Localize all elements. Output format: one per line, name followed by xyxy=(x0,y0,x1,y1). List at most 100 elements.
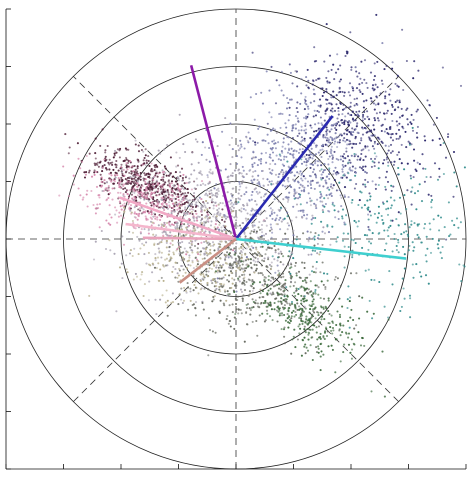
data-point xyxy=(248,273,251,276)
data-point xyxy=(163,148,166,151)
data-point xyxy=(129,189,132,192)
data-point xyxy=(415,110,418,113)
data-point xyxy=(463,166,466,169)
data-point xyxy=(152,215,155,218)
data-point xyxy=(292,257,295,260)
data-point xyxy=(215,219,218,222)
data-point xyxy=(94,137,97,140)
data-point xyxy=(384,188,387,191)
data-point xyxy=(346,143,349,146)
data-point xyxy=(251,190,254,193)
data-point xyxy=(371,160,374,163)
data-point xyxy=(113,152,116,155)
data-point xyxy=(245,191,248,194)
data-point xyxy=(222,224,225,227)
data-point xyxy=(397,251,400,254)
data-point xyxy=(117,196,120,199)
data-point xyxy=(245,186,248,189)
data-point xyxy=(402,245,405,248)
data-point xyxy=(137,184,140,187)
data-point xyxy=(113,154,116,157)
data-point xyxy=(119,180,122,183)
data-point xyxy=(210,192,213,195)
data-point xyxy=(353,104,356,107)
data-point xyxy=(249,257,252,261)
data-point xyxy=(303,325,306,328)
data-point xyxy=(331,107,334,110)
data-point xyxy=(405,108,408,112)
data-point xyxy=(323,169,326,172)
data-point xyxy=(339,360,342,363)
data-point xyxy=(411,129,415,132)
data-point xyxy=(341,168,344,171)
data-point xyxy=(147,229,150,232)
data-point xyxy=(119,202,122,205)
data-point xyxy=(190,188,193,191)
data-point xyxy=(255,190,258,193)
data-point xyxy=(282,141,285,144)
data-point xyxy=(251,289,254,292)
data-point xyxy=(374,83,377,86)
data-point xyxy=(305,103,308,106)
data-point xyxy=(315,176,318,179)
data-point xyxy=(235,200,238,203)
data-point xyxy=(459,84,463,87)
data-point xyxy=(226,251,229,254)
data-point xyxy=(215,182,218,186)
data-point xyxy=(206,217,209,221)
data-point xyxy=(169,172,172,175)
data-point xyxy=(325,149,328,153)
data-point xyxy=(117,181,120,185)
data-point xyxy=(177,198,180,202)
data-point xyxy=(235,290,238,293)
data-point xyxy=(188,199,191,202)
data-point xyxy=(169,173,172,177)
data-point xyxy=(386,109,389,112)
data-point xyxy=(235,284,238,287)
data-point xyxy=(305,299,309,302)
data-point xyxy=(214,194,217,197)
data-point xyxy=(246,257,249,260)
data-point xyxy=(321,243,324,246)
data-point xyxy=(222,213,225,217)
data-point xyxy=(161,294,164,297)
data-point xyxy=(268,180,271,183)
data-point xyxy=(95,170,98,173)
data-point xyxy=(377,167,380,170)
data-point xyxy=(355,70,358,73)
data-point xyxy=(219,264,222,267)
data-point xyxy=(105,181,109,184)
data-point xyxy=(270,247,273,250)
data-point xyxy=(269,223,272,226)
data-point xyxy=(206,174,209,177)
data-point xyxy=(219,212,222,215)
data-point xyxy=(285,107,289,110)
data-point xyxy=(122,168,125,171)
data-point xyxy=(259,272,262,275)
data-point xyxy=(213,187,216,190)
data-point xyxy=(197,292,200,295)
data-point xyxy=(276,259,279,262)
data-point xyxy=(431,139,434,142)
data-point xyxy=(295,165,298,168)
data-point xyxy=(147,184,150,188)
data-point xyxy=(405,208,408,211)
data-point xyxy=(347,172,350,175)
data-point xyxy=(347,232,350,235)
data-point xyxy=(300,319,303,322)
data-point xyxy=(306,105,309,108)
data-point xyxy=(170,211,173,215)
data-point xyxy=(143,156,146,160)
data-point xyxy=(203,209,206,212)
data-point xyxy=(409,121,412,124)
data-point xyxy=(307,338,310,341)
data-point xyxy=(97,165,100,168)
data-point xyxy=(331,187,334,190)
data-point xyxy=(228,229,231,233)
data-point xyxy=(268,229,272,232)
data-point xyxy=(203,202,206,205)
data-point xyxy=(172,224,175,227)
data-point xyxy=(241,299,244,303)
data-point xyxy=(350,154,353,157)
data-point xyxy=(160,190,163,193)
